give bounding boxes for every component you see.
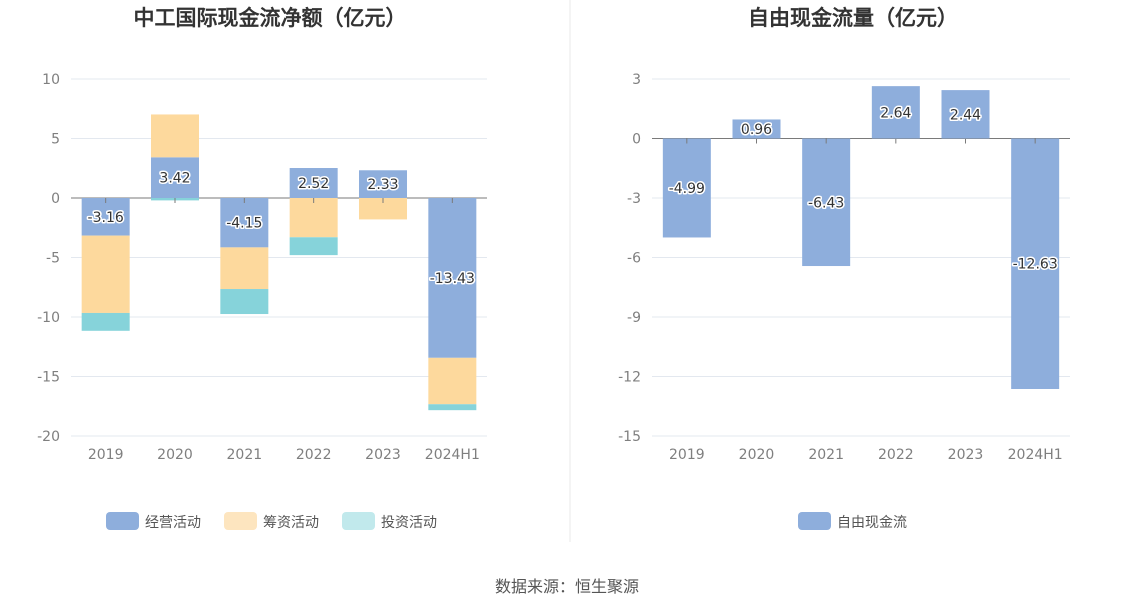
data-label: -4.15 bbox=[226, 216, 262, 232]
data-label: -12.63 bbox=[1013, 257, 1058, 273]
legend-label: 筹资活动 bbox=[263, 514, 319, 531]
y-tick-label: 10 bbox=[42, 72, 60, 88]
legend-label: 投资活动 bbox=[381, 515, 437, 531]
x-tick-label: 2019 bbox=[88, 447, 124, 463]
y-tick-label: -15 bbox=[618, 429, 641, 445]
data-label: 2.44 bbox=[950, 107, 981, 123]
x-tick-label: 2020 bbox=[157, 447, 193, 463]
cash-flow-chart: 中工国际现金流净额（亿元） 10 5 0 -5 -10 -15 -20 2019 2020 2021… bbox=[37, 6, 487, 531]
bar-经营活动-2020 bbox=[151, 157, 199, 198]
data-label: -3.16 bbox=[88, 210, 124, 226]
legend-swatch bbox=[798, 512, 831, 530]
bar-筹资活动-2019 bbox=[81, 235, 130, 313]
bar-自由现金流-2019 bbox=[662, 138, 711, 238]
legend-swatch bbox=[342, 512, 375, 530]
legend-item[interactable]: 投资活动 bbox=[342, 512, 437, 531]
bar-经营活动-2021 bbox=[220, 198, 269, 248]
bar-自由现金流-2022 bbox=[871, 86, 920, 139]
bar-投资活动-2022 bbox=[289, 237, 338, 256]
legend-swatch bbox=[224, 512, 257, 530]
data-label: 2.52 bbox=[298, 176, 329, 192]
legend-label: 经营活动 bbox=[145, 515, 201, 531]
chart-title: 中工国际现金流净额（亿元） bbox=[134, 6, 407, 30]
y-tick-label: -12 bbox=[618, 370, 641, 386]
legend-item[interactable]: 筹资活动 bbox=[224, 512, 319, 531]
y-tick-label: 5 bbox=[51, 132, 60, 148]
bar-筹资活动-2024H1 bbox=[428, 357, 477, 405]
y-tick-label: 3 bbox=[632, 72, 641, 88]
legend-item[interactable]: 经营活动 bbox=[106, 512, 201, 531]
y-tick-label: -5 bbox=[46, 251, 60, 267]
data-label: -4.99 bbox=[669, 181, 705, 197]
free-cash-flow-chart: 自由现金流量（亿元） 3 0 -3 -6 -9 -12 -15 2019 2020 2021 2022… bbox=[618, 6, 1070, 531]
chart-title: 自由现金流量（亿元） bbox=[748, 6, 958, 30]
x-tick-label: 2022 bbox=[878, 447, 914, 463]
bar-筹资活动-2020 bbox=[151, 114, 199, 158]
x-tick-label: 2024H1 bbox=[1008, 447, 1063, 463]
data-label: 2.33 bbox=[367, 177, 398, 193]
data-label: -13.43 bbox=[430, 271, 475, 287]
x-tick-label: 2021 bbox=[227, 447, 263, 463]
y-tick-label: -20 bbox=[37, 429, 60, 445]
data-label: 2.64 bbox=[880, 105, 911, 121]
bar-经营活动-2024H1 bbox=[428, 198, 477, 358]
data-label: -6.43 bbox=[808, 195, 844, 211]
bar-投资活动-2021 bbox=[220, 289, 269, 315]
bar-自由现金流-2023 bbox=[941, 90, 990, 139]
x-tick-label: 2019 bbox=[669, 447, 705, 463]
y-tick-label: 0 bbox=[632, 132, 641, 148]
bar-经营活动-2022 bbox=[289, 168, 338, 198]
bar-自由现金流-2024H1 bbox=[1011, 138, 1060, 389]
data-source-note: 数据来源：恒生聚源 bbox=[495, 577, 639, 596]
data-label: 0.96 bbox=[741, 122, 772, 138]
x-tick-label: 2023 bbox=[365, 447, 401, 463]
y-tick-label: -10 bbox=[37, 310, 60, 326]
x-tick-label: 2023 bbox=[948, 447, 984, 463]
bar-经营活动-2019 bbox=[81, 198, 130, 236]
bar-投资活动-2019 bbox=[81, 312, 130, 331]
legend-swatch bbox=[106, 512, 139, 530]
bar-自由现金流-2020 bbox=[732, 119, 781, 139]
x-tick-label: 2021 bbox=[808, 447, 844, 463]
legend-label: 自由现金流 bbox=[837, 515, 907, 531]
y-tick-label: 0 bbox=[51, 191, 60, 207]
x-tick-label: 2020 bbox=[739, 447, 775, 463]
y-tick-label: -15 bbox=[37, 370, 60, 386]
bar-筹资活动-2023 bbox=[359, 198, 407, 220]
bar-投资活动-2024H1 bbox=[428, 404, 477, 411]
bar-经营活动-2023 bbox=[359, 170, 407, 198]
y-tick-label: -3 bbox=[627, 191, 641, 207]
y-tick-label: -6 bbox=[627, 251, 641, 267]
legend-item[interactable]: 自由现金流 bbox=[798, 512, 907, 531]
y-tick-label: -9 bbox=[627, 310, 641, 326]
x-tick-label: 2024H1 bbox=[425, 447, 480, 463]
bar-自由现金流-2021 bbox=[802, 138, 851, 267]
x-tick-label: 2022 bbox=[296, 447, 332, 463]
bar-筹资活动-2021 bbox=[220, 247, 269, 290]
bar-筹资活动-2022 bbox=[289, 198, 338, 238]
data-label: 3.42 bbox=[159, 171, 190, 187]
